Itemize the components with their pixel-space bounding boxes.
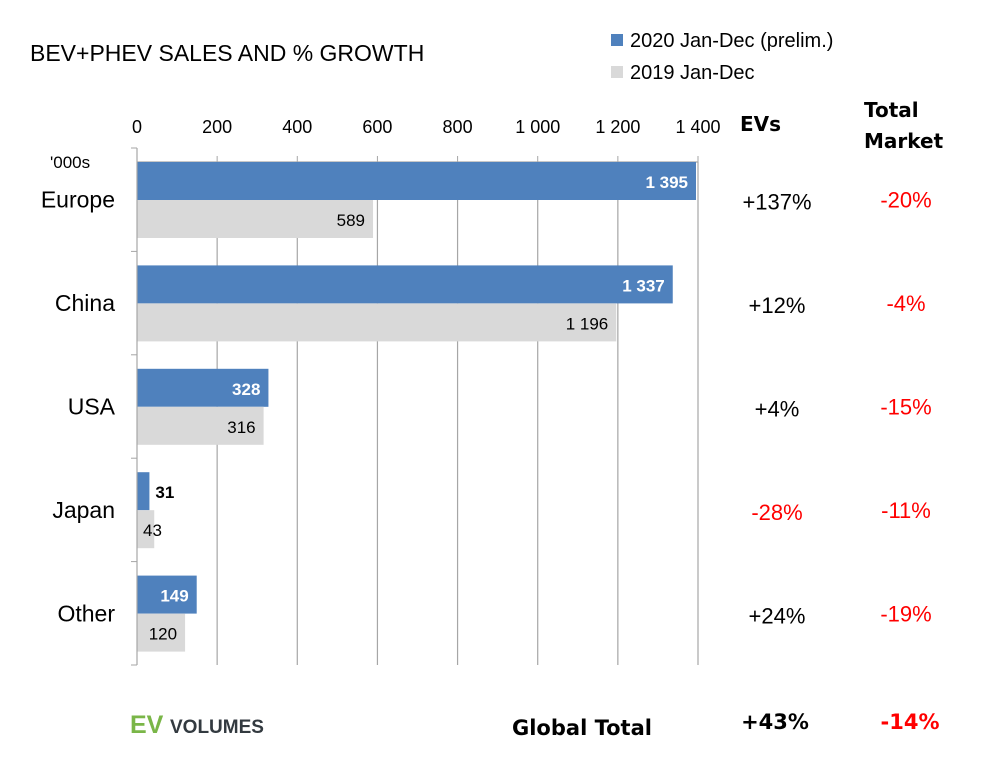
logo-ev: EV bbox=[130, 711, 164, 739]
market-header-1: Total bbox=[864, 98, 919, 122]
evs-header: EVs bbox=[740, 112, 781, 136]
bar-2019-china bbox=[137, 303, 617, 342]
category-label: Japan bbox=[52, 497, 115, 523]
data-label-2019: 589 bbox=[337, 211, 365, 230]
evs-growth: +137% bbox=[742, 190, 811, 215]
evs-growth: +24% bbox=[749, 603, 806, 628]
unit-label: '000s bbox=[50, 153, 90, 172]
data-label-2020: 31 bbox=[155, 483, 174, 502]
data-label-2020: 1 337 bbox=[622, 276, 665, 295]
evs-growth: +12% bbox=[749, 293, 806, 318]
logo-volumes: VOLUMES bbox=[170, 717, 264, 738]
global-evs: +43% bbox=[741, 710, 809, 734]
data-label-2019: 1 196 bbox=[566, 314, 609, 333]
global-market: -14% bbox=[881, 710, 940, 734]
market-growth: -20% bbox=[880, 188, 931, 213]
bar-2019-other bbox=[137, 613, 186, 652]
market-growth: -19% bbox=[880, 601, 931, 626]
market-growth: -4% bbox=[886, 291, 925, 316]
data-label-2019: 316 bbox=[227, 418, 255, 437]
category-label: Other bbox=[57, 600, 115, 626]
x-tick-label: 200 bbox=[202, 117, 232, 137]
legend-label-2019: 2019 Jan-Dec bbox=[630, 62, 755, 84]
global-total-label: Global Total bbox=[512, 716, 652, 740]
legend-swatch-2020 bbox=[611, 34, 623, 46]
x-tick-label: 1 200 bbox=[595, 117, 640, 137]
data-label-2020: 328 bbox=[232, 380, 260, 399]
bar-2019-usa bbox=[137, 406, 264, 445]
logo: EV VOLUMES bbox=[130, 711, 264, 739]
data-label-2019: 120 bbox=[149, 625, 177, 644]
data-label-2020: 149 bbox=[160, 587, 188, 606]
legend-label-2020: 2020 Jan-Dec (prelim.) bbox=[630, 30, 833, 52]
chart-title: BEV+PHEV SALES AND % GROWTH bbox=[30, 40, 424, 66]
evs-growth: +4% bbox=[755, 397, 800, 422]
market-growth: -11% bbox=[881, 498, 931, 523]
bar-2020-china bbox=[137, 265, 673, 304]
bar-2020-europe bbox=[137, 162, 696, 200]
bar-2019-japan bbox=[137, 510, 155, 549]
x-tick-label: 0 bbox=[132, 117, 142, 137]
evs-growth: -28% bbox=[751, 500, 802, 525]
data-label-2019: 43 bbox=[143, 521, 162, 540]
bar-2020-usa bbox=[137, 368, 269, 407]
category-label: Europe bbox=[41, 187, 115, 213]
category-label: USA bbox=[68, 394, 116, 420]
legend-swatch-2019 bbox=[611, 66, 623, 78]
category-label: China bbox=[55, 290, 115, 316]
x-tick-label: 800 bbox=[443, 117, 473, 137]
x-tick-label: 1 000 bbox=[515, 117, 560, 137]
market-growth: -15% bbox=[880, 395, 931, 420]
bar-2020-japan bbox=[137, 472, 150, 511]
bar-2019-europe bbox=[137, 200, 374, 238]
market-header-2: Market bbox=[864, 129, 944, 153]
x-tick-label: 400 bbox=[282, 117, 312, 137]
x-tick-label: 600 bbox=[362, 117, 392, 137]
x-tick-label: 1 400 bbox=[675, 117, 720, 137]
bar-2020-other bbox=[137, 575, 197, 614]
data-label-2020: 1 395 bbox=[645, 173, 688, 192]
